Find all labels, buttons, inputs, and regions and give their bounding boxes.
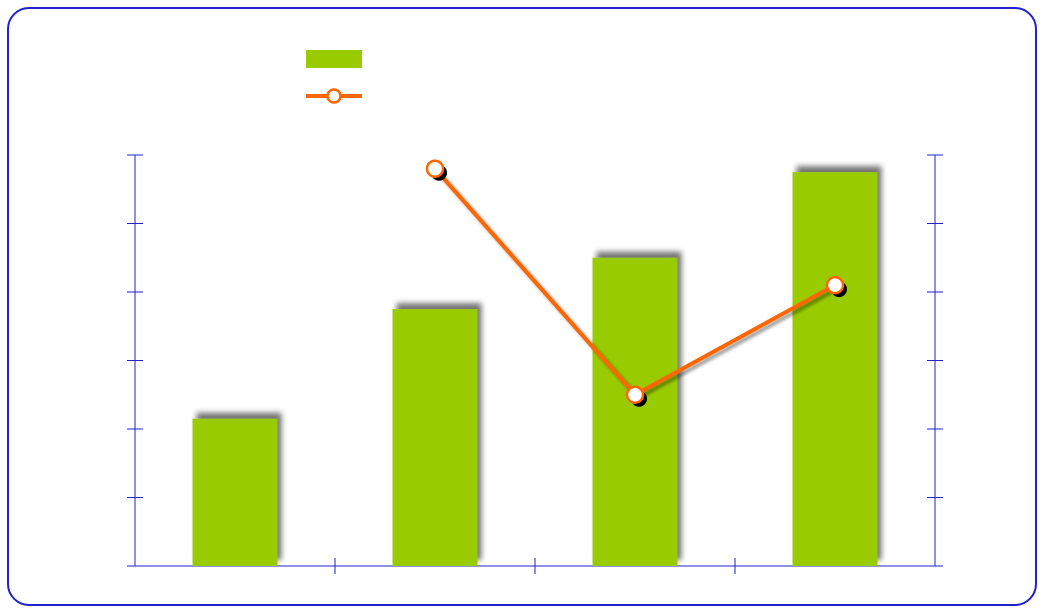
- line-point[interactable]: [625, 385, 645, 404]
- line-series: [425, 159, 847, 407]
- bar[interactable]: [392, 309, 478, 566]
- bar-series: [192, 172, 878, 566]
- legend: [306, 50, 362, 104]
- bar[interactable]: [192, 418, 278, 566]
- bar[interactable]: [792, 172, 878, 566]
- line-point[interactable]: [425, 159, 445, 178]
- bar[interactable]: [592, 257, 678, 566]
- line-point[interactable]: [825, 275, 845, 295]
- legend-swatch-marker: [326, 88, 342, 104]
- legend-swatch-bar: [306, 50, 362, 68]
